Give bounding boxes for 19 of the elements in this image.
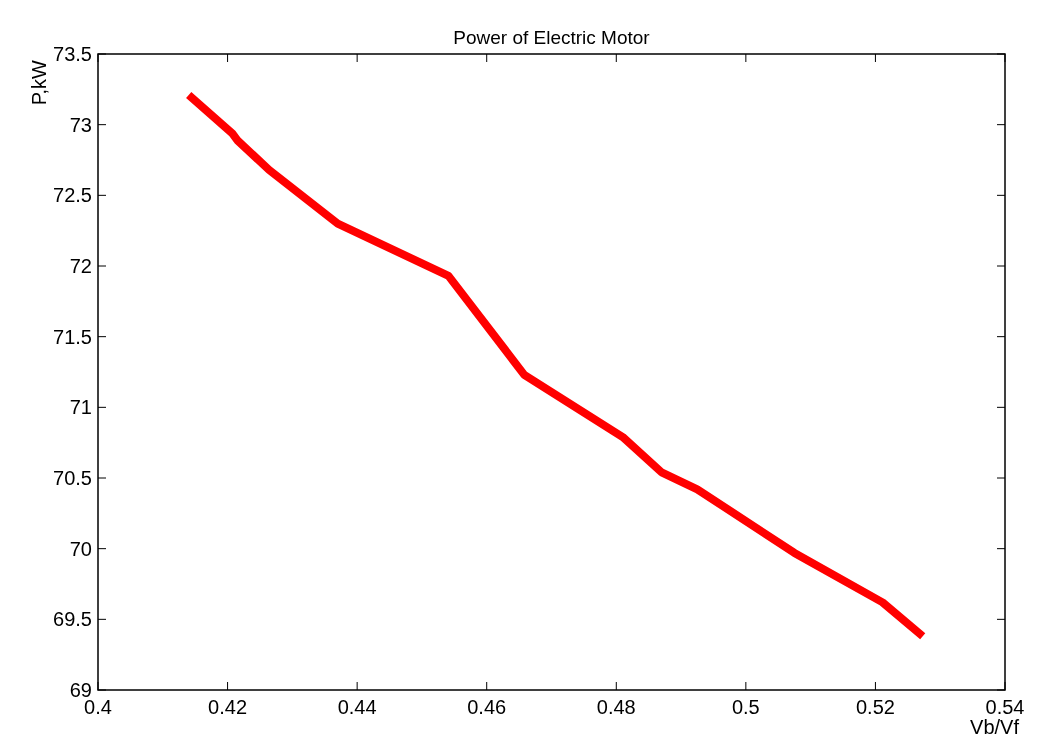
y-axis-title: P,kW bbox=[28, 59, 50, 106]
x-tick-label: 0.42 bbox=[208, 696, 248, 718]
x-axis-title: Vb/Vf bbox=[970, 716, 1020, 738]
x-tick-label: 0.52 bbox=[855, 696, 895, 718]
y-tick-label: 72 bbox=[69, 255, 92, 277]
x-tick-label: 0.54 bbox=[985, 696, 1025, 718]
x-tick-label: 0.46 bbox=[467, 696, 507, 718]
x-tick-label: 0.5 bbox=[731, 696, 760, 718]
y-tick-label: 72.5 bbox=[53, 184, 92, 207]
y-tick-label: 71 bbox=[69, 396, 92, 419]
y-tick-label: 73 bbox=[69, 113, 92, 136]
y-tick-label: 73.5 bbox=[53, 43, 92, 65]
y-tick-label: 70.5 bbox=[53, 467, 92, 489]
chart-title: Power of Electric Motor bbox=[453, 27, 651, 48]
x-tick-label: 0.48 bbox=[596, 696, 636, 718]
y-tick-label: 71.5 bbox=[53, 325, 92, 348]
x-tick-label: 0.44 bbox=[337, 696, 377, 718]
y-tick-label: 70 bbox=[69, 537, 92, 560]
y-tick-label: 69.5 bbox=[53, 608, 92, 631]
